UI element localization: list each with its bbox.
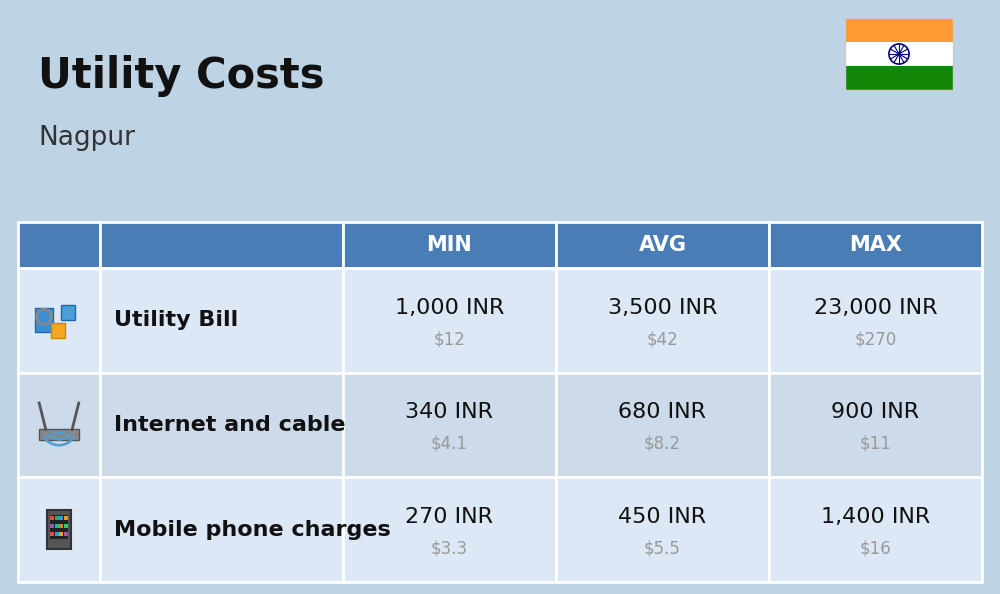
Text: 1,000 INR: 1,000 INR — [395, 298, 504, 318]
Bar — [50, 514, 68, 539]
Text: $12: $12 — [433, 330, 465, 348]
Bar — [343, 372, 556, 478]
Bar — [845, 18, 953, 90]
Bar — [39, 429, 79, 440]
Bar — [55, 532, 59, 536]
Text: 450 INR: 450 INR — [618, 507, 706, 527]
Text: 23,000 INR: 23,000 INR — [814, 298, 937, 318]
Bar — [64, 524, 68, 528]
Bar — [556, 372, 769, 478]
Bar — [18, 372, 100, 478]
Bar — [59, 532, 63, 536]
Circle shape — [898, 53, 900, 55]
Bar — [343, 222, 556, 268]
Text: $4.1: $4.1 — [431, 435, 468, 453]
Text: 270 INR: 270 INR — [405, 507, 493, 527]
Bar — [845, 66, 953, 90]
Bar — [47, 510, 71, 549]
Text: 900 INR: 900 INR — [831, 403, 920, 422]
Bar — [59, 524, 63, 528]
Text: Nagpur: Nagpur — [38, 125, 135, 151]
Text: $16: $16 — [860, 539, 891, 558]
Bar — [845, 18, 953, 42]
Bar — [556, 268, 769, 372]
Bar — [61, 305, 75, 320]
Text: MAX: MAX — [849, 235, 902, 255]
Bar — [343, 268, 556, 372]
Bar — [845, 42, 953, 66]
Bar — [556, 222, 769, 268]
Text: 1,400 INR: 1,400 INR — [821, 507, 930, 527]
Text: $3.3: $3.3 — [431, 539, 468, 558]
Bar — [59, 516, 63, 520]
Text: MIN: MIN — [427, 235, 472, 255]
Bar — [769, 478, 982, 582]
Text: 680 INR: 680 INR — [618, 403, 706, 422]
Bar — [50, 516, 54, 520]
Bar — [556, 478, 769, 582]
Bar — [100, 372, 343, 478]
Bar — [769, 268, 982, 372]
Text: $270: $270 — [854, 330, 897, 348]
Bar — [35, 308, 53, 333]
Text: $42: $42 — [647, 330, 678, 348]
Bar — [64, 516, 68, 520]
Bar — [64, 532, 68, 536]
Bar — [18, 268, 100, 372]
Bar — [100, 268, 343, 372]
Bar — [100, 222, 343, 268]
Bar — [100, 478, 343, 582]
Bar — [50, 524, 54, 528]
Bar — [18, 222, 100, 268]
Text: AVG: AVG — [638, 235, 686, 255]
Text: Internet and cable: Internet and cable — [114, 415, 345, 435]
Text: Utility Bill: Utility Bill — [114, 310, 238, 330]
Text: 340 INR: 340 INR — [405, 403, 493, 422]
Text: Utility Costs: Utility Costs — [38, 55, 324, 97]
Text: Mobile phone charges: Mobile phone charges — [114, 520, 391, 540]
Bar — [343, 478, 556, 582]
Text: $5.5: $5.5 — [644, 539, 681, 558]
Bar — [55, 516, 59, 520]
Bar — [50, 532, 54, 536]
Text: $11: $11 — [860, 435, 891, 453]
Text: 3,500 INR: 3,500 INR — [608, 298, 717, 318]
Bar — [51, 323, 65, 338]
Bar — [769, 222, 982, 268]
Bar — [769, 372, 982, 478]
Bar — [55, 524, 59, 528]
Bar — [18, 478, 100, 582]
Text: $8.2: $8.2 — [644, 435, 681, 453]
